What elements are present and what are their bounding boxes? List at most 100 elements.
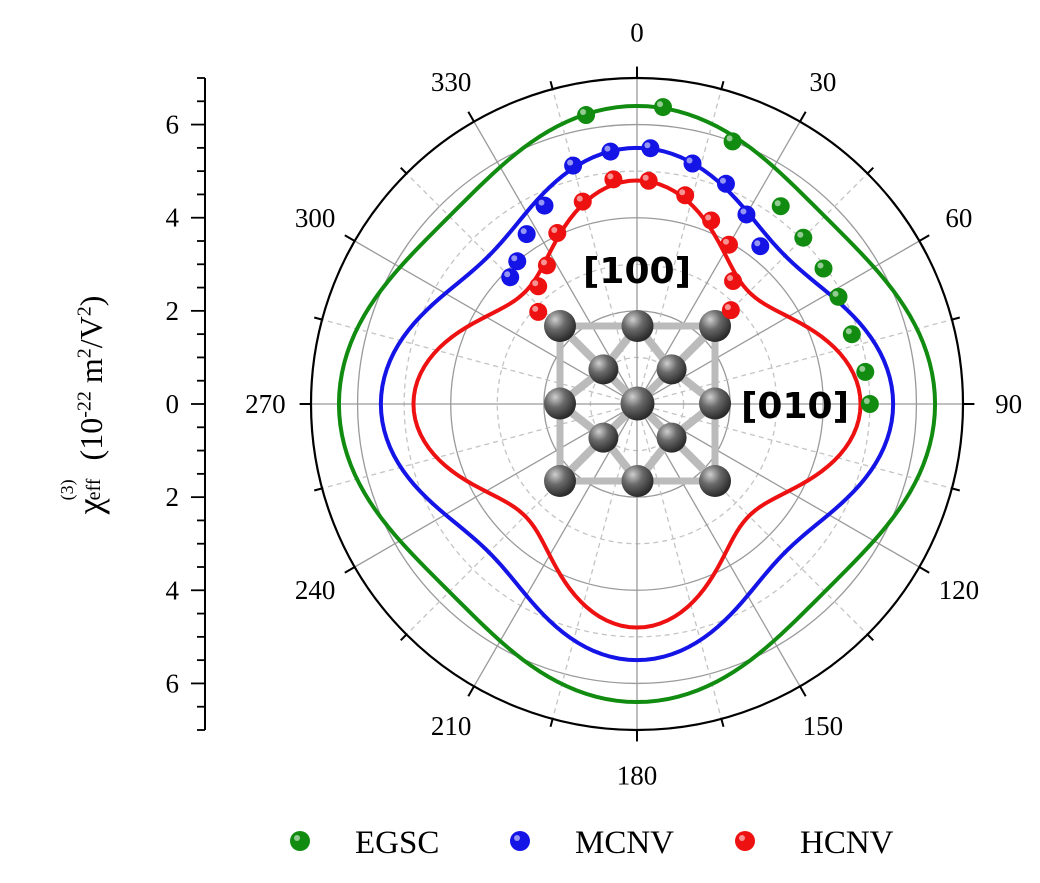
grid-spoke [636,88,723,405]
data-point-hcnv [721,301,740,320]
diamond-lattice-image [544,310,731,497]
ylabel-symbol: χ [70,498,110,515]
data-point-egsc [856,362,875,381]
data-point-highlight [532,305,539,312]
data-point-hcnv [702,211,721,230]
data-point-hcnv [676,186,695,205]
data-point-highlight [726,135,733,142]
angular-tick-label: 120 [939,575,980,605]
data-point-mcnv [501,268,520,287]
y-axis-label: χ (3) eff (10-22 m2/V2) [57,295,111,515]
data-point-hcnv [724,272,743,291]
data-point-highlight [832,290,839,297]
data-point-mcnv [517,225,536,244]
data-point-highlight [754,240,761,247]
radial-tick-label: 6 [166,110,180,140]
data-point-highlight [580,109,587,116]
data-point-hcnv [573,192,592,211]
data-point-highlight [644,142,651,149]
ylabel-superscript: (3) [57,479,77,501]
data-point-highlight [740,208,747,215]
data-point-egsc [577,106,596,125]
data-point-egsc [653,98,672,117]
radial-tick-label: 0 [166,389,180,419]
atom [620,386,655,421]
data-point-highlight [727,275,734,282]
grid-spoke [636,403,723,720]
angular-tick [313,487,323,492]
atom [699,465,731,497]
data-point-highlight [532,280,539,287]
radial-tick-label: 2 [166,482,180,512]
data-point-highlight [642,174,649,181]
angular-tick [400,167,408,175]
angular-tick-label: 90 [995,389,1022,419]
ylabel-subscript: eff [83,478,105,501]
data-point-highlight [538,199,545,206]
series-line-hcnv [411,178,863,630]
legend: EGSC MCNV HCNV [290,825,894,861]
atom [699,310,731,342]
grid-spoke [321,318,638,405]
angular-axis-labels: 0 30 60 90 120 150 180 210 240 270 300 330 [245,17,1022,790]
data-point-hcnv [604,170,623,189]
direction-annotations: [100] [010] [583,251,849,427]
ylabel-units-exp3: 2 [73,306,96,317]
atom [656,422,687,453]
data-point-highlight [504,271,511,278]
data-point-highlight [845,328,852,335]
data-point-mcnv [716,174,735,193]
ylabel-units-suffix: ) [73,295,109,307]
angular-tick [720,718,725,728]
angular-tick-label: 240 [295,575,336,605]
legend-marker-highlight [294,835,300,841]
angular-tick [918,234,930,242]
data-point-mcnv [641,139,660,158]
data-point-highlight [520,228,527,235]
data-point-mcnv [535,196,554,215]
radial-axis: 6 4 2 0 2 4 6 [166,77,206,731]
angular-tick [549,80,554,90]
data-point-hcnv [639,171,658,190]
data-point-highlight [551,227,558,234]
data-point-hcnv [548,224,567,243]
data-point-hcnv [537,256,556,275]
data-point-highlight [656,101,663,108]
data-point-highlight [607,173,614,180]
atom [544,310,576,342]
data-point-highlight [859,365,866,372]
angular-tick [467,111,475,123]
legend-marker-highlight [514,835,520,841]
grid-spoke [551,88,638,405]
atom [588,354,619,385]
grid-spoke [636,403,953,490]
angular-tick-label: 300 [295,203,336,233]
radial-tick-label: 4 [166,203,180,233]
data-point-highlight [540,259,547,266]
radial-tick-label: 2 [166,296,180,326]
angular-tick-label: 270 [245,389,286,419]
ylabel-units-prefix: (10 [73,417,109,461]
data-point-mcnv [564,156,583,175]
data-point-egsc [723,132,742,151]
angular-tick-label: 0 [630,17,644,47]
angular-tick [799,685,807,697]
ylabel-units-exp2: 2 [73,348,96,359]
atom [621,465,654,497]
data-point-highlight [679,189,686,196]
angular-tick [951,487,961,492]
angular-tick [344,234,356,242]
angular-tick [344,566,356,574]
legend-label-egsc: EGSC [355,825,439,861]
atom [656,354,687,385]
grid-spoke [636,318,953,405]
angular-tick-label: 60 [945,203,972,233]
data-point-highlight [817,262,824,269]
data-point-highlight [567,159,574,166]
series-points [501,98,879,413]
series-line-egsc [336,103,938,705]
annotation-100: [100] [583,251,691,292]
atom [588,422,619,453]
legend-marker-egsc [290,831,310,851]
